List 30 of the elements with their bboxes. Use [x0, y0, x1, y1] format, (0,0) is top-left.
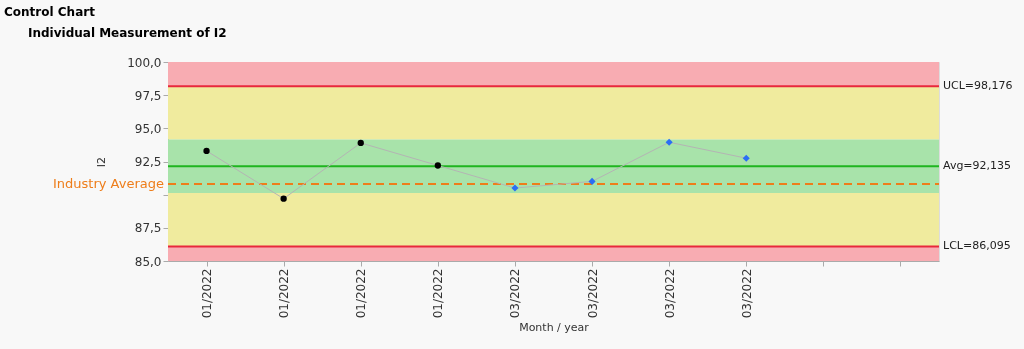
x-tick-label: 03/2022 — [739, 268, 754, 319]
x-tick-label: 01/2022 — [354, 268, 369, 319]
x-tick-label: 03/2022 — [508, 268, 523, 319]
point — [434, 162, 442, 169]
ref-line-label: LCL=86,095 — [943, 239, 1011, 253]
y-tick-label: 97,5 — [134, 88, 162, 103]
point — [511, 184, 519, 192]
point — [588, 177, 596, 185]
x-tick-label: 01/2022 — [431, 268, 446, 319]
ref-line-label: Industry Average — [53, 176, 164, 192]
point — [742, 154, 750, 162]
y-tick-label: 85,0 — [134, 254, 162, 269]
x-axis-title: Month / year — [519, 321, 590, 335]
x-tick-label: 03/2022 — [662, 268, 677, 319]
text: Control Chart — [4, 5, 96, 19]
x-tick-label: 03/2022 — [585, 268, 600, 319]
point — [357, 139, 364, 147]
point — [665, 138, 673, 146]
ref-line-label: UCL=98,176 — [943, 79, 1013, 93]
point — [203, 147, 210, 155]
y-tick-label: 92,5 — [134, 155, 162, 169]
ref-line-label: Avg=92,135 — [943, 159, 1012, 173]
y-tick-label: 100,0 — [127, 55, 162, 70]
x-tick-label: 01/2022 — [200, 268, 215, 319]
chart-subtitle: Individual Measurement of I2 — [28, 26, 227, 40]
y-axis-title: I2 — [95, 156, 109, 168]
y-tick-label: 87,5 — [134, 221, 162, 236]
y-tick-label: 95,0 — [134, 121, 162, 136]
point — [280, 195, 287, 202]
x-tick-label: 01/2022 — [277, 268, 292, 319]
